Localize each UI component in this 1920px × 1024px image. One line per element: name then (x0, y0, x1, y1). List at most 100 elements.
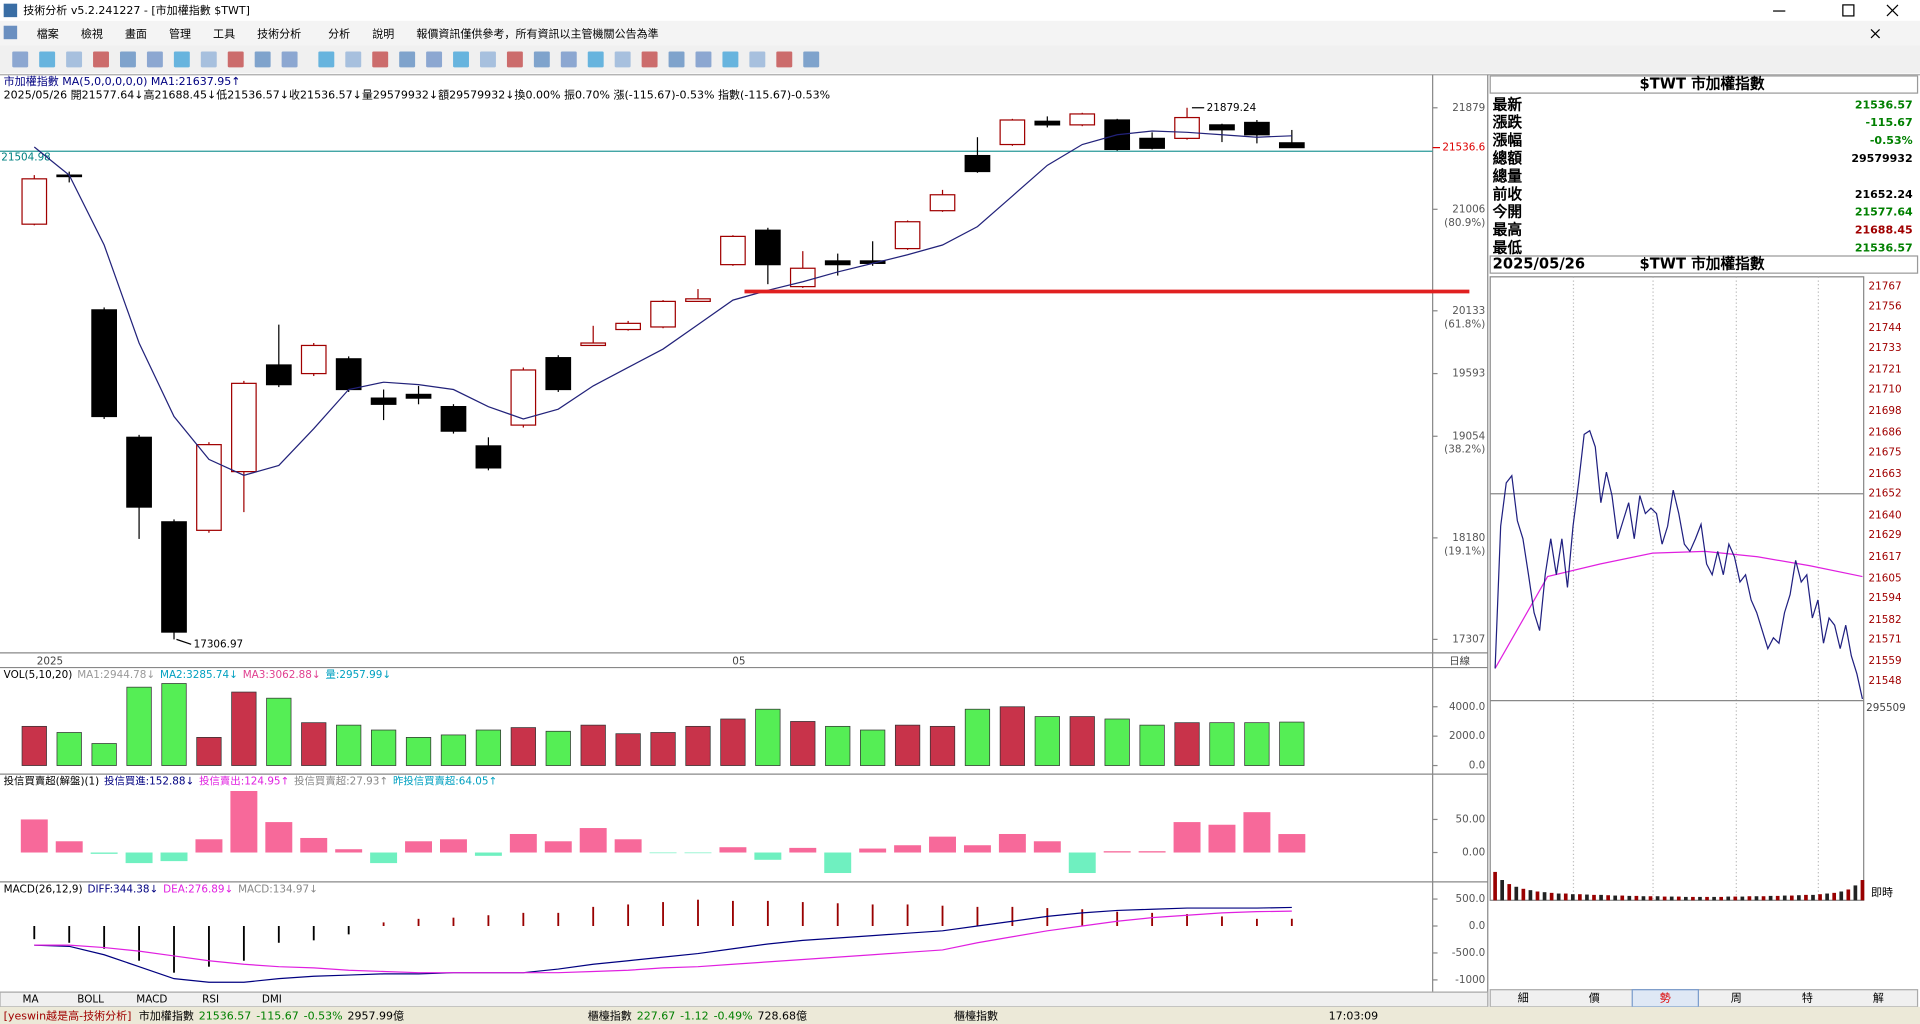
quote-value: 21536.57 (1855, 98, 1913, 111)
toolbar-button[interactable] (227, 51, 244, 68)
status-item: 櫃檯指數 (588, 1009, 632, 1023)
toolbar-button[interactable] (146, 51, 163, 68)
tab[interactable]: 價 (1589, 990, 1600, 1004)
toolbar-button[interactable] (695, 51, 712, 68)
maximize-button[interactable] (1842, 4, 1855, 17)
tab[interactable]: 周 (1731, 991, 1742, 1004)
menu-item[interactable]: 檔案 (37, 26, 59, 40)
tab[interactable]: MA (23, 994, 40, 1006)
volume-bar (964, 708, 991, 766)
intraday-volume-bar (1500, 880, 1505, 901)
menu-item[interactable]: 畫面 (125, 26, 147, 40)
menu-item[interactable]: 分析 (328, 26, 350, 40)
tab[interactable]: BOLL (77, 994, 104, 1006)
toolbar-button[interactable] (200, 51, 217, 68)
notice: 報價資訊僅供參考，所有資訊以主管機關公告為準 (416, 26, 658, 40)
quote-title: $TWT 市加權指數 (1640, 75, 1765, 93)
quote-value: -0.53% (1870, 134, 1913, 147)
volume-bar (1279, 721, 1305, 766)
title-bar (0, 0, 1920, 21)
leader (176, 638, 192, 645)
tab[interactable]: RSI (202, 994, 219, 1006)
toolbar-button[interactable] (318, 51, 335, 68)
toolbar-button[interactable] (12, 51, 29, 68)
toolbar-button[interactable] (281, 51, 298, 68)
intraday-volume-bar (1825, 893, 1829, 901)
toolbar-button[interactable] (372, 51, 389, 68)
trust-bar (160, 852, 188, 862)
toolbar-button[interactable] (39, 51, 56, 68)
trust-bar (1068, 852, 1096, 874)
trust-bar (195, 839, 223, 853)
candle-body (1244, 121, 1270, 136)
candle-body (929, 194, 956, 212)
intraday-volume-bar (1563, 893, 1568, 901)
toolbar-button[interactable] (480, 51, 496, 68)
mdi-close[interactable] (1870, 28, 1881, 39)
toolbar-button[interactable] (399, 51, 416, 68)
toolbar-button[interactable] (560, 51, 577, 68)
intraday-volume-bar (1853, 885, 1858, 901)
volume-bar (91, 743, 117, 766)
toolbar-button[interactable] (776, 51, 793, 68)
toolbar-button[interactable] (93, 51, 109, 68)
tab[interactable]: 特 (1802, 990, 1813, 1004)
toolbar-button[interactable] (587, 51, 604, 68)
menu-item[interactable]: 說明 (372, 26, 394, 40)
menu-item[interactable]: 檢視 (81, 26, 103, 40)
last-price-label: 21536.6 (1442, 142, 1485, 154)
toolbar-button[interactable] (254, 51, 271, 68)
status-item: 市加權指數 (139, 1009, 194, 1023)
y-tick-label: 21640 (1869, 509, 1902, 521)
status-item: 17:03:09 (1329, 1010, 1378, 1023)
toolbar-button[interactable] (641, 51, 658, 68)
tab[interactable]: 解 (1873, 990, 1884, 1004)
toolbar-button[interactable] (533, 51, 550, 68)
tab[interactable]: DMI (262, 994, 282, 1006)
toolbar-button[interactable] (722, 51, 739, 68)
intraday-volume-bar (1669, 896, 1674, 901)
status-item: -1.12 (680, 1010, 709, 1023)
close-button[interactable] (1886, 4, 1899, 17)
app-icon (3, 3, 18, 18)
quote-value: 21652.24 (1855, 188, 1913, 201)
menu-item[interactable]: 技術分析 (257, 26, 301, 40)
tab[interactable]: 細 (1518, 991, 1529, 1004)
trust-bar (1243, 812, 1271, 853)
tab[interactable]: MACD (136, 994, 167, 1006)
trust-bar (579, 828, 607, 853)
intraday-volume-bar (1775, 895, 1780, 901)
candle-body (685, 298, 711, 302)
toolbar-button[interactable] (120, 51, 136, 68)
tab[interactable]: 勢 (1660, 990, 1671, 1004)
volume-bar (929, 725, 956, 766)
status-item: 2957.99億 (348, 1010, 405, 1023)
header-item: MA1:2944.78↓ (77, 669, 155, 681)
toolbar-button[interactable] (749, 51, 766, 68)
toolbar-button[interactable] (668, 51, 685, 68)
volume-bar (580, 724, 606, 766)
menu-item[interactable]: 工具 (213, 27, 235, 40)
toolbar-button[interactable] (506, 51, 523, 68)
trust-bar (1138, 851, 1166, 853)
header-item: 投信買賣超:27.93↑ (294, 774, 388, 787)
toolbar-button[interactable] (614, 51, 631, 68)
toolbar-button[interactable] (66, 51, 83, 68)
toolbar-button[interactable] (426, 51, 443, 68)
candle-body (545, 357, 572, 391)
intraday-volume-bar (1514, 886, 1519, 901)
toolbar-button[interactable] (453, 51, 469, 68)
intraday-volume-bar (1585, 894, 1589, 901)
candle-body (335, 358, 362, 391)
menu-item[interactable]: 管理 (169, 26, 191, 40)
toolbar-button[interactable] (803, 51, 820, 68)
header-item: MA2:3285.74↓ (160, 669, 238, 681)
toolbar-button[interactable] (173, 51, 190, 68)
intraday-frame (1489, 276, 1865, 901)
quote-label: 最低 (1493, 238, 1523, 256)
y-tick-pct: (80.9%) (1444, 217, 1485, 229)
candle-body (1069, 113, 1096, 126)
toolbar-button[interactable] (345, 51, 362, 68)
y-tick-label: 21559 (1869, 655, 1902, 667)
intraday-volume-bar (1839, 891, 1844, 901)
